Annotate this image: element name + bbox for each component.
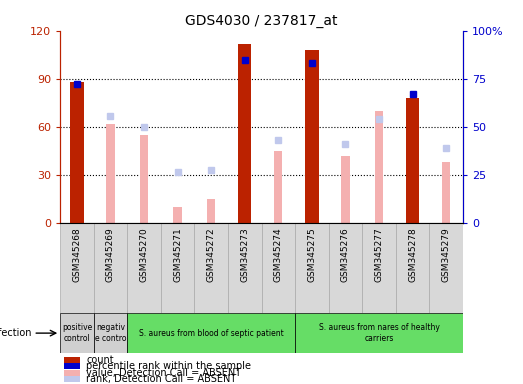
Bar [140, 135, 148, 223]
Text: GSM345273: GSM345273 [240, 227, 249, 282]
Text: infection: infection [0, 328, 31, 338]
Bar [60, 223, 94, 313]
Bar [396, 223, 429, 313]
Bar [362, 223, 396, 313]
Title: GDS4030 / 237817_at: GDS4030 / 237817_at [185, 14, 338, 28]
Bar [64, 357, 81, 363]
Bar [207, 199, 215, 223]
Bar [195, 223, 228, 313]
Text: rank, Detection Call = ABSENT: rank, Detection Call = ABSENT [86, 374, 236, 384]
Bar [328, 223, 362, 313]
Text: GSM345270: GSM345270 [140, 227, 149, 282]
Bar [305, 50, 319, 223]
Bar [60, 313, 94, 353]
Bar [64, 370, 81, 376]
Bar [295, 223, 328, 313]
Text: GSM345277: GSM345277 [374, 227, 383, 282]
Bar [295, 313, 463, 353]
Text: GSM345272: GSM345272 [207, 227, 215, 282]
Text: S. aureus from nares of healthy
carriers: S. aureus from nares of healthy carriers [319, 323, 439, 343]
Bar [174, 207, 182, 223]
Text: value, Detection Call = ABSENT: value, Detection Call = ABSENT [86, 368, 242, 378]
Bar [94, 313, 127, 353]
Bar [406, 98, 419, 223]
Text: count: count [86, 355, 114, 365]
Text: GSM345274: GSM345274 [274, 227, 283, 282]
Text: GSM345279: GSM345279 [441, 227, 451, 282]
Bar [262, 223, 295, 313]
Bar [70, 82, 84, 223]
Text: GSM345271: GSM345271 [173, 227, 182, 282]
Text: GSM345275: GSM345275 [308, 227, 316, 282]
Text: GSM345278: GSM345278 [408, 227, 417, 282]
Text: percentile rank within the sample: percentile rank within the sample [86, 361, 252, 371]
Bar [238, 43, 252, 223]
Text: positive
control: positive control [62, 323, 92, 343]
Text: GSM345268: GSM345268 [72, 227, 82, 282]
Bar [228, 223, 262, 313]
Bar [161, 223, 195, 313]
Bar [106, 124, 115, 223]
Bar [64, 364, 81, 369]
Bar [429, 223, 463, 313]
Bar [94, 223, 127, 313]
Bar [341, 156, 349, 223]
Text: S. aureus from blood of septic patient: S. aureus from blood of septic patient [139, 329, 283, 338]
Bar [127, 223, 161, 313]
Bar [442, 162, 450, 223]
Text: negativ
e contro: negativ e contro [95, 323, 126, 343]
Text: GSM345276: GSM345276 [341, 227, 350, 282]
Text: GSM345269: GSM345269 [106, 227, 115, 282]
Bar [127, 313, 295, 353]
Bar [64, 376, 81, 382]
Bar [375, 111, 383, 223]
Bar [274, 151, 282, 223]
